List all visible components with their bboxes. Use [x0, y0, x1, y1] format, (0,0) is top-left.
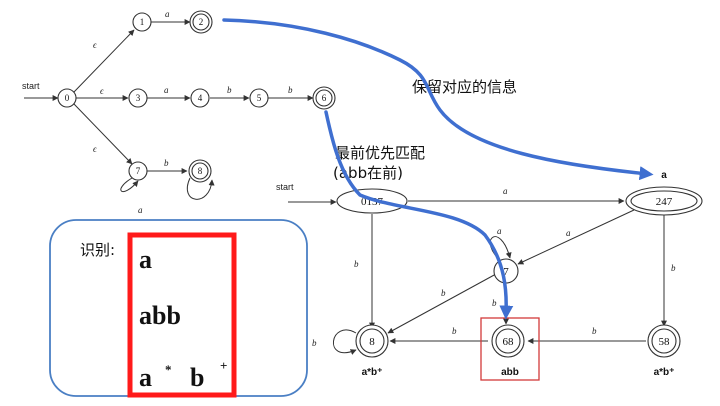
dfa-state-8: 8 [355, 324, 389, 358]
svg-text:8: 8 [198, 166, 203, 176]
dfa-label-b-7-8: b [441, 288, 446, 298]
nfa-label-a-8-loop: a [138, 205, 143, 215]
accept-label-247: a [661, 170, 667, 181]
accept-label-68: abb [501, 367, 519, 378]
nfa-label-b-4-5: b [227, 85, 232, 95]
pattern-a-star: a [139, 363, 152, 392]
svg-text:5: 5 [257, 93, 262, 103]
dfa-label-a-247-7: a [566, 228, 571, 238]
dfa-start-label: start [276, 182, 294, 192]
dfa-state-58: 58 [647, 324, 681, 358]
annotation-abb-first: (abb在前) [333, 164, 403, 182]
annotation-keep-info: 保留对应的信息 [412, 78, 517, 96]
dfa-edge-7-8 [387, 273, 497, 334]
accept-label-8: a*b⁺ [362, 367, 383, 378]
svg-text:8: 8 [369, 336, 375, 348]
nfa-start-label: start [22, 81, 40, 91]
nfa-state-0: 0 [57, 88, 77, 108]
dfa-state-247: 247 [625, 186, 703, 216]
svg-text:1: 1 [140, 17, 145, 27]
nfa-label-a-1-2: a [165, 9, 170, 19]
svg-text:247: 247 [656, 196, 673, 208]
nfa-loop-7 [120, 177, 139, 193]
recognize-label: 识别: [80, 241, 115, 259]
svg-text:6: 6 [322, 93, 327, 103]
dfa-label-b-8-loop: b [312, 338, 317, 348]
nfa-state-6: 6 [312, 86, 336, 110]
nfa-loop-8 [186, 177, 215, 200]
nfa-state-4: 4 [190, 88, 210, 108]
dfa-label-b-7-68: b [492, 298, 497, 308]
dfa-state-0137: 0137 [336, 188, 408, 214]
pattern-plus: + [220, 358, 227, 373]
dfa-state-68: 68 [491, 324, 525, 358]
nfa-edge-0-7 [73, 103, 133, 165]
svg-text:7: 7 [503, 266, 509, 278]
svg-text:4: 4 [198, 93, 203, 103]
dfa-label-b-247-58: b [671, 263, 676, 273]
dfa-diagram: start a b a b a b b b b b 0137 247 [276, 170, 703, 381]
nfa-state-1: 1 [132, 12, 152, 32]
svg-text:58: 58 [659, 336, 671, 348]
dfa-edge-247-7 [517, 209, 635, 265]
nfa-label-b-5-6: b [288, 85, 293, 95]
nfa-state-3: 3 [128, 88, 148, 108]
svg-text:3: 3 [136, 93, 141, 103]
pattern-star: * [165, 362, 172, 377]
recognize-box: 识别: a abb a * b + [49, 219, 308, 398]
svg-text:0: 0 [65, 93, 70, 103]
nfa-label-eps-0-1: ϵ [93, 40, 97, 50]
svg-text:2: 2 [199, 17, 204, 27]
accept-label-58: a*b⁺ [654, 367, 675, 378]
nfa-state-5: 5 [249, 88, 269, 108]
dfa-state-7: 7 [493, 258, 519, 284]
svg-text:7: 7 [136, 166, 141, 176]
dfa-label-b-0137-8: b [354, 259, 359, 269]
dfa-label-a-7-loop: a [497, 226, 502, 236]
annotation-longest-first: 最前优先匹配 [335, 144, 425, 162]
dfa-label-b-58-68: b [592, 326, 597, 336]
nfa-label-eps-0-3: ϵ [100, 86, 104, 96]
nfa-state-7: 7 [128, 161, 148, 181]
svg-text:68: 68 [503, 336, 515, 348]
pattern-b-plus: b [190, 363, 204, 392]
nfa-state-8: 8 [188, 159, 212, 183]
nfa-diagram: start ϵ ϵ ϵ a a b b b a 0 1 [22, 9, 336, 215]
nfa-state-2: 2 [189, 10, 213, 34]
pattern-a: a [139, 245, 152, 274]
blue-arrow-keep-info [222, 18, 654, 181]
nfa-edge-0-1 [73, 29, 135, 93]
nfa-label-b-7-8: b [164, 158, 169, 168]
recognize-red-box [127, 232, 237, 398]
nfa-label-eps-0-7: ϵ [93, 144, 97, 154]
dfa-label-b-68-8: b [452, 326, 457, 336]
blue-arrow-longest-first [324, 110, 514, 320]
dfa-label-a-0137-247: a [503, 186, 508, 196]
pattern-abb: abb [139, 301, 181, 330]
nfa-label-a-3-4: a [164, 85, 169, 95]
dfa-loop-8 [332, 329, 357, 355]
